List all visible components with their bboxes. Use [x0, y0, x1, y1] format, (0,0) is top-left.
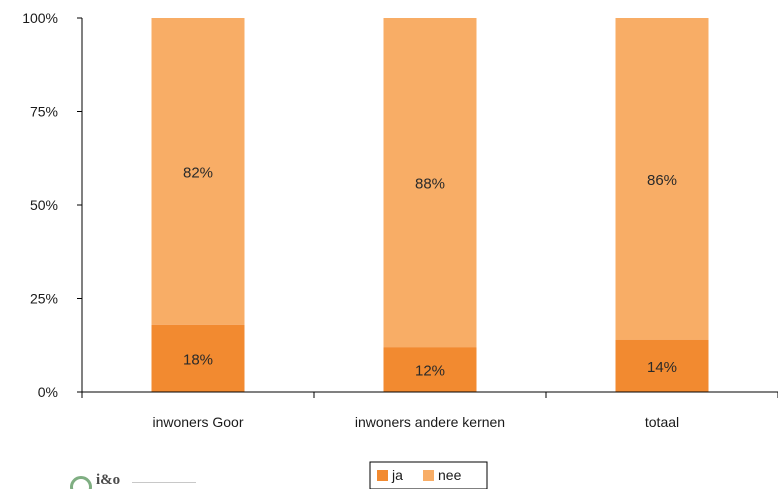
- bar-nee-totaal: [615, 18, 709, 340]
- legend-label-nee: nee: [438, 467, 462, 483]
- logo-divider: [132, 482, 196, 483]
- logo-ring-icon: [70, 476, 92, 489]
- logo: i&o: [68, 470, 198, 489]
- data-label-nee-totaal: 86%: [647, 172, 677, 189]
- legend: ja nee: [369, 461, 488, 490]
- x-tick-label-inwoners-goor: inwoners Goor: [152, 414, 243, 430]
- x-tick-label-totaal: totaal: [645, 414, 679, 430]
- legend-swatch-nee: [423, 470, 434, 481]
- data-labels-layer: 18% 82% 12% 88% 14% 86%: [183, 164, 677, 379]
- y-tick-label: 75%: [30, 104, 58, 120]
- y-tick-label: 100%: [22, 10, 58, 26]
- data-label-ja-inwoners-andere-kernen: 12%: [415, 363, 445, 380]
- data-label-ja-totaal: 14%: [647, 359, 677, 376]
- bars-layer: [151, 18, 709, 392]
- data-label-nee-inwoners-goor: 82%: [183, 164, 213, 181]
- axes-layer: 0% 25% 50% 75% 100% inwoners Goor inwoners and…: [22, 10, 778, 430]
- data-label-ja-inwoners-goor: 18%: [183, 351, 213, 368]
- bar-ja-inwoners-goor: [151, 324, 245, 392]
- bar-nee-inwoners-goor: [151, 18, 245, 325]
- bar-ja-inwoners-andere-kernen: [383, 347, 477, 392]
- bar-ja-totaal: [615, 339, 709, 392]
- legend-swatch-ja: [377, 470, 388, 481]
- y-tick-label: 0%: [38, 384, 58, 400]
- logo-text: i&o: [96, 472, 121, 488]
- y-tick-label: 50%: [30, 197, 58, 213]
- bar-nee-inwoners-andere-kernen: [383, 18, 477, 348]
- y-tick-label: 25%: [30, 291, 58, 307]
- x-tick-label-inwoners-andere-kernen: inwoners andere kernen: [355, 414, 505, 430]
- data-label-nee-inwoners-andere-kernen: 88%: [415, 176, 445, 193]
- legend-label-ja: ja: [391, 467, 403, 483]
